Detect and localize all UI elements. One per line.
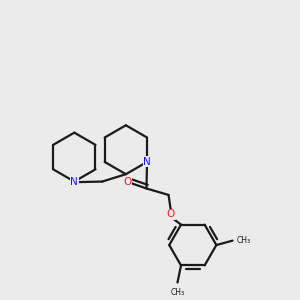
Text: CH₃: CH₃ <box>170 288 184 297</box>
Text: N: N <box>70 177 78 187</box>
Text: N: N <box>70 177 78 187</box>
Text: O: O <box>167 209 175 219</box>
Text: O: O <box>123 177 131 187</box>
Text: N: N <box>143 157 151 167</box>
Text: CH₃: CH₃ <box>237 236 251 244</box>
